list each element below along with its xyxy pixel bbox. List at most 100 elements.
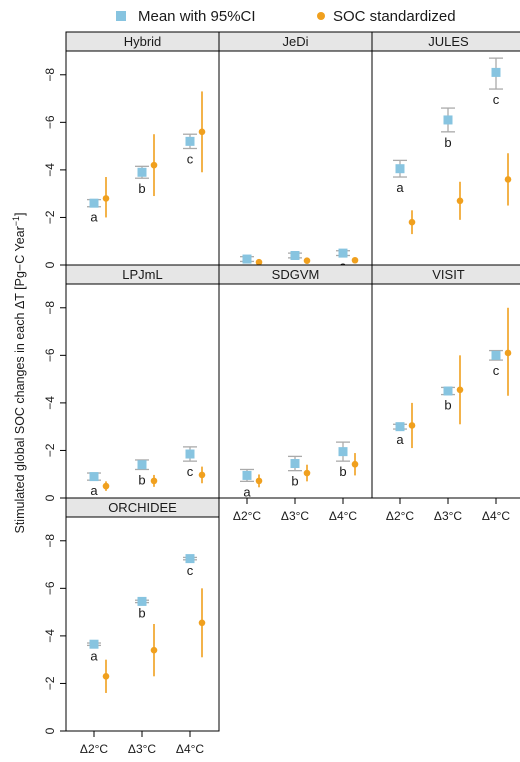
mean-point [89,472,99,482]
legend-soc-swatch [317,12,325,20]
soc-point [456,197,464,205]
mean-point [338,447,348,457]
panel-title-orchidee: ORCHIDEE [108,500,177,515]
significance-letter: c [187,464,194,479]
soc-point [504,349,512,357]
panel-title-jules: JULES [428,34,469,49]
x-tick-label: Δ4°C [329,509,357,523]
mean-point [443,386,453,396]
y-tick-label: −6 [43,581,57,595]
soc-point [351,460,359,468]
x-tick-label: Δ3°C [434,509,462,523]
y-tick-label: 0 [43,727,57,734]
soc-point [198,128,206,136]
y-tick-label: −2 [43,676,57,690]
soc-point [408,218,416,226]
soc-point [102,673,110,680]
legend-mean-swatch [116,11,126,21]
mean-point [137,460,147,470]
soc-point [303,469,311,477]
legend-soc-label: SOC standardized [333,8,456,25]
legend-mean-label: Mean with 95%CI [138,8,256,25]
soc-point [255,477,263,485]
y-tick-label: 0 [43,261,57,268]
mean-point [338,248,348,258]
significance-letter: b [444,135,451,150]
panel-title-visit: VISIT [432,267,465,282]
soc-point [150,161,158,169]
significance-letter: c [187,563,194,578]
x-tick-label: Δ4°C [176,742,204,756]
significance-letter: b [138,181,145,196]
x-tick-label: Δ2°C [233,509,261,523]
x-tick-label: Δ2°C [80,742,108,756]
soc-point [102,195,110,202]
panel-visit: VISIT Δ2°C Δ3°C Δ4°C a b c [371,264,520,523]
panel-title-hybrid: Hybrid [124,34,162,49]
y-axis-label-main: Stimulated global SOC changes in each ΔT… [13,226,27,533]
panel-frame-orchidee [65,516,220,732]
panel-title-jedi: JeDi [282,34,308,49]
significance-letter: a [243,484,251,499]
significance-letter: c [187,151,194,166]
mean-point [395,422,405,432]
mean-point [491,350,501,360]
soc-point [303,257,311,265]
panel-jedi: JeDiaaa [218,31,373,279]
y-tick-label: −2 [43,210,57,224]
significance-letter: b [138,606,145,621]
mean-point [185,449,195,459]
legend: Mean with 95%CI SOC standardized [116,8,456,25]
significance-letter: b [138,472,145,487]
soc-point [102,482,110,490]
mean-point [395,164,405,174]
mean-point [443,115,453,125]
x-tick-label: Δ3°C [281,509,309,523]
panel-sdgvm: SDGVM Δ2°C Δ3°C Δ4°C a b b [218,264,373,523]
mean-point [89,198,99,208]
mean-point [242,254,252,264]
panel-title-sdgvm: SDGVM [272,267,320,282]
significance-letter: c [493,363,500,378]
y-tick-label: −2 [43,443,57,457]
mean-point [89,639,99,649]
mean-point [185,554,195,564]
y-tick-label: −4 [43,396,57,410]
significance-letter: b [444,398,451,413]
y-axis-label: Stimulated global SOC changes in each ΔT… [11,212,27,533]
significance-letter: a [90,210,98,225]
mean-point [137,596,147,606]
mean-point [242,470,252,480]
significance-letter: a [90,648,98,663]
significance-letter: b [291,474,298,489]
panel-frame-jedi [218,50,373,266]
y-tick-label: −4 [43,163,57,177]
mean-point [290,459,300,469]
soc-point [351,256,359,264]
y-tick-label: −6 [43,348,57,362]
soc-point [150,646,158,654]
mean-point [137,167,147,177]
y-tick-label: −8 [43,68,57,82]
panel-title-lpjml: LPJmL [122,267,162,282]
panel-jules: JULES a b c [371,31,520,266]
y-tick-label: −8 [43,534,57,548]
panel-orchidee: ORCHIDEE 0 −2 −4 −6 −8 Δ2°C Δ3°C Δ4°C a b c [43,497,220,756]
panels: Hybrid0−2−4−6−8abcJeDiaaaJULESabcLPJmL0−… [43,31,520,756]
soc-point [198,471,206,479]
significance-letter: a [396,432,404,447]
y-tick-label: 0 [43,494,57,501]
y-tick-label: −6 [43,115,57,129]
significance-letter: b [339,464,346,479]
mean-point [185,136,195,146]
y-tick-label: −4 [43,629,57,643]
soc-point [504,176,512,183]
mean-point [491,67,501,77]
soc-point [198,619,206,627]
y-axis-label-superscript: −1 [11,216,21,226]
panel-hybrid: Hybrid 0 −2 −4 −6 −8 a b c [43,31,220,268]
x-tick-label: Δ4°C [482,509,510,523]
soc-point [456,386,464,394]
x-tick-label: Δ2°C [386,509,414,523]
soc-point [255,258,263,266]
